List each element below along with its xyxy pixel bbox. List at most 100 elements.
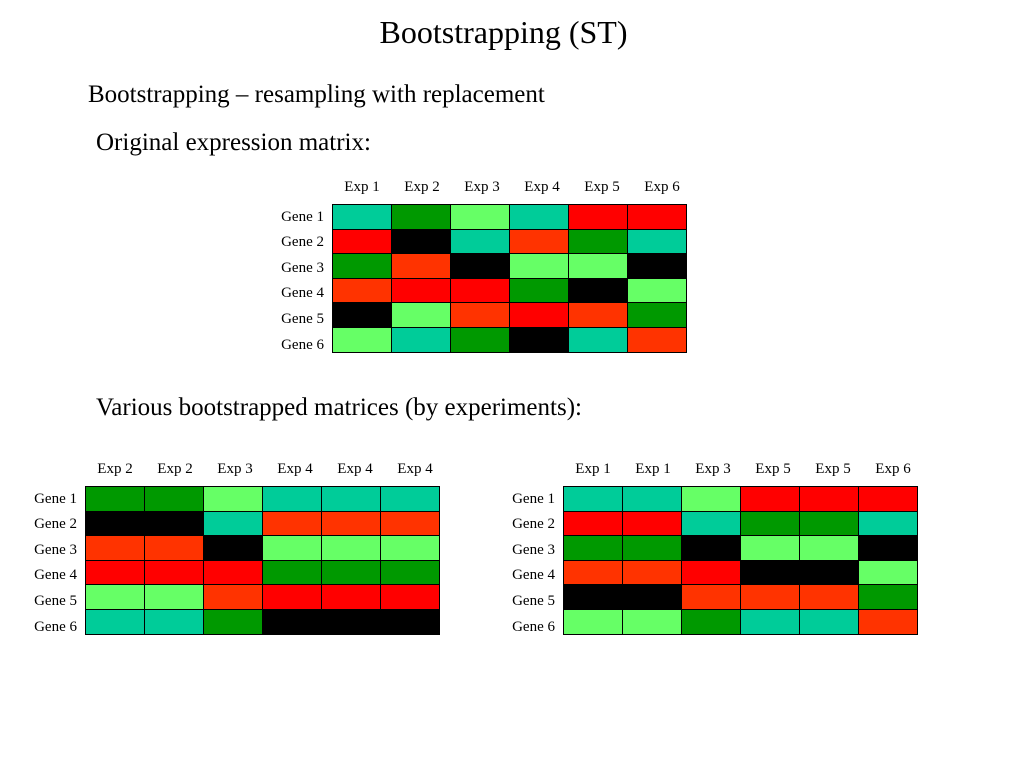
- row-label: Gene 2: [34, 516, 77, 533]
- heatmap-cell: [86, 487, 145, 512]
- heatmap-cell: [263, 511, 322, 537]
- heatmap-cell: [741, 560, 800, 586]
- heatmap-cell: [451, 278, 510, 304]
- heatmap-cell: [510, 205, 569, 230]
- column-label: Exp 1: [635, 461, 671, 477]
- heatmap-cell: [564, 609, 623, 635]
- column-label: Exp 5: [755, 461, 791, 477]
- heatmap-cell: [510, 303, 569, 328]
- column-label: Exp 1: [575, 461, 611, 477]
- heatmap-cell: [682, 560, 741, 586]
- heatmap-cell: [859, 560, 918, 586]
- heatmap-cell: [564, 536, 623, 561]
- heatmap-cell: [333, 303, 392, 328]
- heatmap-cell: [623, 511, 682, 537]
- heatmap-cell: [682, 609, 741, 635]
- heatmap-cell: [623, 487, 682, 512]
- heatmap-cell: [381, 536, 440, 561]
- row-label: Gene 1: [281, 208, 324, 225]
- heatmap-cell: [628, 278, 687, 304]
- heatmap-cell: [322, 585, 381, 610]
- heatmap-cell: [623, 609, 682, 635]
- heatmap-cell: [145, 560, 204, 586]
- heatmap-cell: [322, 560, 381, 586]
- heatmap-cell: [569, 278, 628, 304]
- heatmap-cell: [569, 327, 628, 353]
- heatmap-cell: [333, 229, 392, 255]
- column-label: Exp 4: [337, 461, 373, 477]
- slide-subtitle: Bootstrapping – resampling with replacem…: [88, 81, 545, 108]
- heatmap-cell: [682, 536, 741, 561]
- row-label: Gene 3: [281, 259, 324, 276]
- heatmap-cell: [623, 585, 682, 610]
- heatmap-cell: [333, 205, 392, 230]
- heatmap-cell: [451, 229, 510, 255]
- heatmap-cell: [682, 487, 741, 512]
- heatmap-cell: [204, 511, 263, 537]
- heatmap-cell: [451, 327, 510, 353]
- heatmap-cell: [510, 327, 569, 353]
- heatmap-cell: [451, 254, 510, 279]
- heatmap-cell: [333, 327, 392, 353]
- heatmap-cell: [263, 487, 322, 512]
- column-label: Exp 3: [695, 461, 731, 477]
- heatmap-cell: [392, 278, 451, 304]
- heatmap-cell: [322, 536, 381, 561]
- original-matrix-heading: Original expression matrix:: [96, 129, 371, 156]
- heatmap-cell: [569, 229, 628, 255]
- heatmap-cell: [263, 536, 322, 561]
- heatmap-cell: [628, 254, 687, 279]
- column-label: Exp 4: [524, 179, 560, 195]
- bootstrapped-matrices-heading: Various bootstrapped matrices (by experi…: [96, 394, 582, 421]
- heatmap-cell: [628, 229, 687, 255]
- heatmap-cell: [145, 511, 204, 537]
- heatmap-cell: [86, 609, 145, 635]
- heatmap-cell: [145, 585, 204, 610]
- row-label: Gene 1: [512, 490, 555, 507]
- row-label: Gene 6: [34, 618, 77, 635]
- heatmap-cell: [145, 609, 204, 635]
- heatmap-cell: [800, 585, 859, 610]
- heatmap-cell: [333, 254, 392, 279]
- heatmap-cell: [800, 511, 859, 537]
- heatmap-cell: [800, 609, 859, 635]
- heatmap-cell: [741, 511, 800, 537]
- heatmap-cell: [682, 511, 741, 537]
- column-label: Exp 4: [277, 461, 313, 477]
- row-label: Gene 2: [281, 234, 324, 251]
- heatmap-cell: [381, 487, 440, 512]
- heatmap-cell: [145, 487, 204, 512]
- heatmap-cell: [569, 303, 628, 328]
- heatmap-cell: [204, 560, 263, 586]
- heatmap-cell: [800, 487, 859, 512]
- column-label: Exp 1: [344, 179, 380, 195]
- heatmap-cell: [381, 511, 440, 537]
- heatmap-cell: [741, 609, 800, 635]
- row-label: Gene 2: [512, 516, 555, 533]
- heatmap-cell: [145, 536, 204, 561]
- heatmap-cell: [86, 536, 145, 561]
- heatmap-cell: [859, 609, 918, 635]
- row-label: Gene 5: [34, 592, 77, 609]
- heatmap-cell: [204, 585, 263, 610]
- heatmap-cell: [564, 585, 623, 610]
- row-label: Gene 4: [512, 567, 555, 584]
- row-label: Gene 6: [281, 336, 324, 353]
- heatmap-cell: [800, 536, 859, 561]
- heatmap-cell: [333, 278, 392, 304]
- row-label: Gene 3: [34, 541, 77, 558]
- heatmap-cell: [510, 254, 569, 279]
- heatmap-grid: [332, 204, 687, 353]
- heatmap-cell: [564, 511, 623, 537]
- heatmap-cell: [392, 229, 451, 255]
- heatmap-cell: [564, 560, 623, 586]
- heatmap-cell: [510, 278, 569, 304]
- heatmap-cell: [800, 560, 859, 586]
- heatmap-cell: [859, 585, 918, 610]
- row-label: Gene 6: [512, 618, 555, 635]
- heatmap-cell: [204, 609, 263, 635]
- column-label: Exp 6: [875, 461, 911, 477]
- heatmap-cell: [628, 303, 687, 328]
- heatmap-cell: [569, 254, 628, 279]
- heatmap-cell: [510, 229, 569, 255]
